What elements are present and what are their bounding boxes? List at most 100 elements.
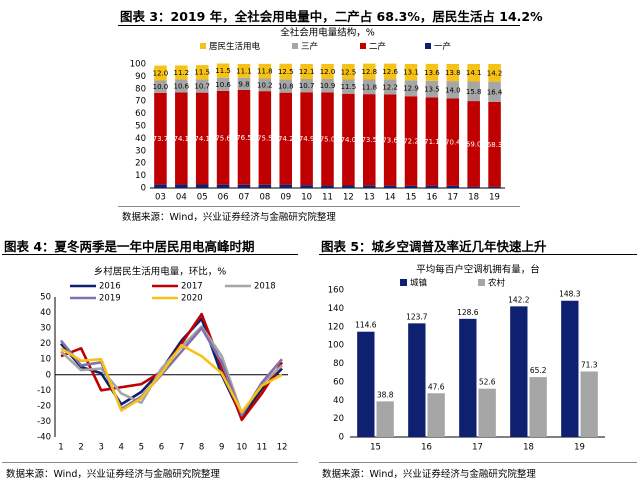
fig3-bar-segment	[446, 185, 460, 188]
fig4-legend-label: 2018	[254, 282, 276, 292]
fig3-bar-segment	[446, 64, 460, 82]
fig3-data-label: 13.6	[424, 69, 440, 77]
fig3-bar-segment	[175, 65, 188, 80]
fig5-data-label: 52.6	[479, 378, 496, 387]
fig3-xtick-label: 13	[364, 193, 375, 203]
fig3-ytick-label: 50	[135, 122, 146, 132]
fig4-xtick-label: 11	[256, 443, 267, 453]
fig3-bar-segment	[425, 80, 439, 98]
fig3-bar-segment	[175, 92, 188, 185]
fig3-bar-segment	[279, 184, 292, 188]
fig3-bar-segment	[363, 79, 376, 95]
fig5-bar-城镇	[408, 323, 426, 437]
fig3-data-label: 10.7	[299, 82, 315, 90]
fig3-data-label: 12.9	[403, 85, 419, 93]
fig4-xtick-label: 8	[199, 443, 204, 453]
fig3-data-label: 71.1	[424, 138, 440, 146]
fig3-ytick-label: 90	[135, 72, 146, 82]
fig3-xtick-label: 10	[301, 193, 312, 203]
fig3-data-label: 73.6	[382, 137, 398, 145]
fig5-ytick-label: 160	[328, 286, 344, 296]
fig3-xtick-label: 16	[426, 193, 437, 203]
fig3-data-label: 72.2	[403, 138, 419, 146]
fig3-data-label: 11.5	[215, 67, 231, 75]
fig3-bar-segment	[237, 184, 251, 188]
fig3-xtick-label: 11	[322, 193, 333, 203]
figure4-source: 数据来源：Wind，兴业证券经济与金融研究院整理	[6, 469, 220, 480]
fig3-legend-label: 三产	[301, 41, 318, 52]
fig5-bar-城镇	[459, 318, 477, 437]
fig5-data-label: 38.8	[377, 390, 394, 399]
fig3-data-label: 73.7	[153, 135, 169, 143]
fig3-bar-segment	[195, 79, 209, 93]
fig4-series-line-2020	[60, 343, 283, 414]
fig3-ytick-label: 60	[135, 109, 146, 119]
fig5-legend-label: 城镇	[410, 278, 428, 289]
fig3-bar-segment	[279, 92, 292, 185]
fig3-xtick-label: 14	[385, 193, 396, 203]
fig5-bar-农村	[427, 393, 445, 437]
fig5-ytick-label: 0	[339, 433, 344, 443]
fig3-data-label: 70.4	[445, 139, 461, 147]
fig3-bar-segment	[488, 101, 501, 187]
fig3-bar-segment	[363, 63, 376, 80]
fig3-xtick-label: 08	[259, 193, 270, 203]
fig3-legend-swatch	[360, 43, 366, 49]
fig3-bar-segment	[175, 184, 188, 188]
fig5-ytick-label: 140	[328, 304, 344, 314]
fig5-xtick-label: 15	[370, 443, 381, 453]
fig3-bar-segment	[279, 79, 292, 93]
fig3-data-label: 13.5	[424, 86, 440, 94]
fig3-data-label: 12.0	[153, 70, 169, 78]
fig4-legend-label: 2019	[99, 294, 121, 304]
fig3-bar-segment	[321, 92, 334, 186]
fig5-ytick-label: 60	[333, 377, 344, 387]
fig3-bar-segment	[195, 92, 209, 185]
fig5-data-label: 142.2	[508, 295, 530, 304]
fig3-legend-swatch	[425, 43, 431, 49]
fig5-ytick-label: 40	[333, 396, 344, 406]
fig3-bar-segment	[342, 64, 355, 80]
fig3-data-label: 13.1	[403, 69, 419, 77]
fig3-ytick-label: 40	[135, 134, 146, 144]
fig5-bar-农村	[478, 388, 496, 437]
fig3-data-label: 12.2	[382, 83, 398, 91]
fig3-data-label: 10.6	[215, 81, 231, 89]
fig5-bar-农村	[580, 371, 598, 437]
fig3-data-label: 10.2	[257, 81, 273, 89]
fig4-ytick-label: 50	[40, 293, 51, 303]
fig3-bar-segment	[321, 78, 334, 93]
fig5-legend-swatch	[400, 279, 407, 286]
fig3-bar-segment	[488, 64, 501, 82]
fig5-data-label: 148.3	[559, 290, 581, 299]
fig3-data-label: 10.0	[153, 83, 169, 91]
fig3-bar-segment	[195, 65, 209, 80]
fig3-data-label: 74.9	[299, 135, 315, 143]
fig4-ytick-label: 10	[40, 355, 51, 365]
fig3-data-label: 76.5	[236, 134, 252, 142]
fig4-ytick-label: 20	[40, 339, 51, 349]
fig3-bar-segment	[258, 91, 272, 185]
fig3-bar-segment	[321, 64, 334, 79]
fig5-data-label: 71.3	[581, 360, 598, 369]
fig3-bar-segment	[425, 97, 439, 186]
fig3-bar-segment	[216, 77, 230, 91]
fig3-data-label: 11.8	[257, 68, 273, 76]
fig4-xtick-label: 6	[159, 443, 164, 453]
fig3-bar-segment	[446, 98, 460, 186]
fig3-bar-segment	[342, 185, 355, 188]
fig3-bar-segment	[237, 89, 251, 185]
fig3-title: 全社会用电量结构，%	[280, 27, 375, 39]
fig3-bar-segment	[383, 94, 397, 186]
fig3-bar-segment	[467, 186, 480, 188]
fig3-bar-segment	[425, 185, 439, 188]
fig3-data-label: 75.0	[320, 135, 336, 143]
fig3-bar-segment	[342, 93, 355, 186]
fig3-legend-swatch	[292, 43, 298, 49]
fig3-data-label: 12.6	[382, 68, 398, 76]
figure5-source: 数据来源：Wind，兴业证券经济与金融研究院整理	[322, 469, 536, 480]
fig4-ytick-label: -10	[37, 386, 51, 396]
fig3-bar-segment	[363, 185, 376, 188]
fig3-bar-segment	[488, 186, 501, 188]
fig3-xtick-label: 19	[489, 193, 500, 203]
